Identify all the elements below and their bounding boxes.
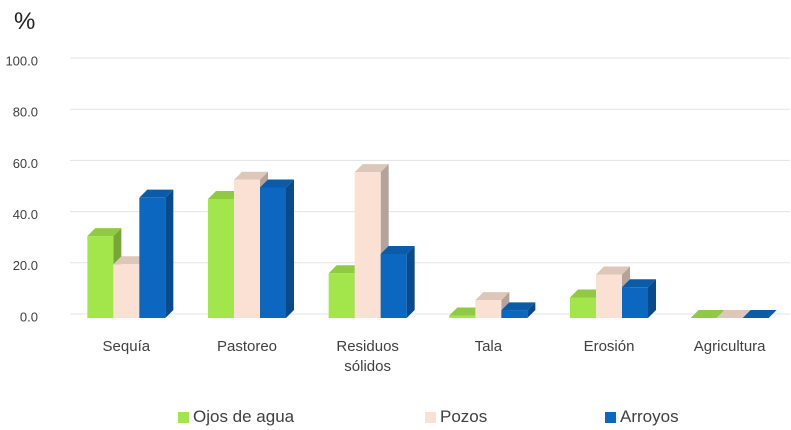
bar	[596, 274, 622, 318]
legend-label: Pozos	[440, 407, 488, 426]
legend-item: Arroyos	[605, 407, 679, 427]
bar-top	[87, 228, 122, 237]
legend-swatch	[605, 411, 616, 423]
bar	[475, 300, 502, 318]
bar-top	[380, 246, 415, 254]
bar-top	[139, 189, 174, 198]
x-tick-label: Agricultura	[693, 338, 766, 355]
legend-item: Ojos de agua	[178, 407, 294, 427]
bar-top	[596, 266, 630, 275]
bar	[113, 264, 140, 318]
bar	[570, 297, 596, 318]
bar-top	[475, 292, 510, 301]
bar-top	[354, 164, 389, 173]
y-tick-label: 60.0	[13, 156, 38, 171]
bar-top	[113, 256, 148, 265]
legend-item: Pozos	[425, 407, 487, 427]
bar-side	[286, 179, 294, 318]
bar	[354, 172, 381, 318]
legend-swatch	[178, 411, 189, 423]
bar	[208, 198, 234, 318]
legend-label: Arroyos	[620, 407, 679, 426]
x-tick-label: Tala	[474, 338, 503, 355]
x-tick-label: Sequía	[102, 338, 151, 355]
bar-top	[690, 310, 725, 318]
bar	[87, 236, 114, 318]
bar-top	[234, 171, 268, 180]
y-tick-label: 40.0	[13, 207, 38, 222]
legend-swatch	[425, 411, 436, 423]
y-tick-label: 80.0	[13, 105, 38, 120]
bar-top	[208, 190, 242, 199]
bar	[234, 179, 260, 318]
bar-side	[406, 246, 415, 318]
bar	[260, 187, 286, 318]
bar-top	[570, 289, 604, 298]
bar-top	[260, 179, 294, 188]
y-tick-label: 0.0	[20, 309, 38, 324]
y-tick-label: 100.0	[5, 53, 38, 68]
bar	[139, 197, 166, 318]
x-tick-label: Erosión	[583, 338, 635, 355]
bar-side	[165, 189, 174, 318]
bar-top	[449, 307, 484, 316]
bar	[622, 287, 648, 318]
legend-label: Ojos de agua	[193, 407, 295, 426]
bar	[501, 310, 528, 318]
bar-top	[716, 310, 751, 318]
bar	[328, 273, 355, 318]
bar-top	[501, 302, 536, 311]
bar-side	[648, 279, 656, 318]
bar	[380, 254, 407, 318]
x-tick-label: Residuos sólidos	[336, 338, 399, 375]
x-tick-label: Pastoreo	[216, 338, 278, 355]
bar-top	[328, 265, 363, 274]
bar-top	[742, 310, 777, 318]
bar-top	[622, 279, 656, 288]
bar	[449, 315, 476, 318]
chart-title: %	[14, 8, 36, 35]
bar-side	[527, 302, 536, 318]
y-tick-label: 20.0	[13, 258, 38, 273]
